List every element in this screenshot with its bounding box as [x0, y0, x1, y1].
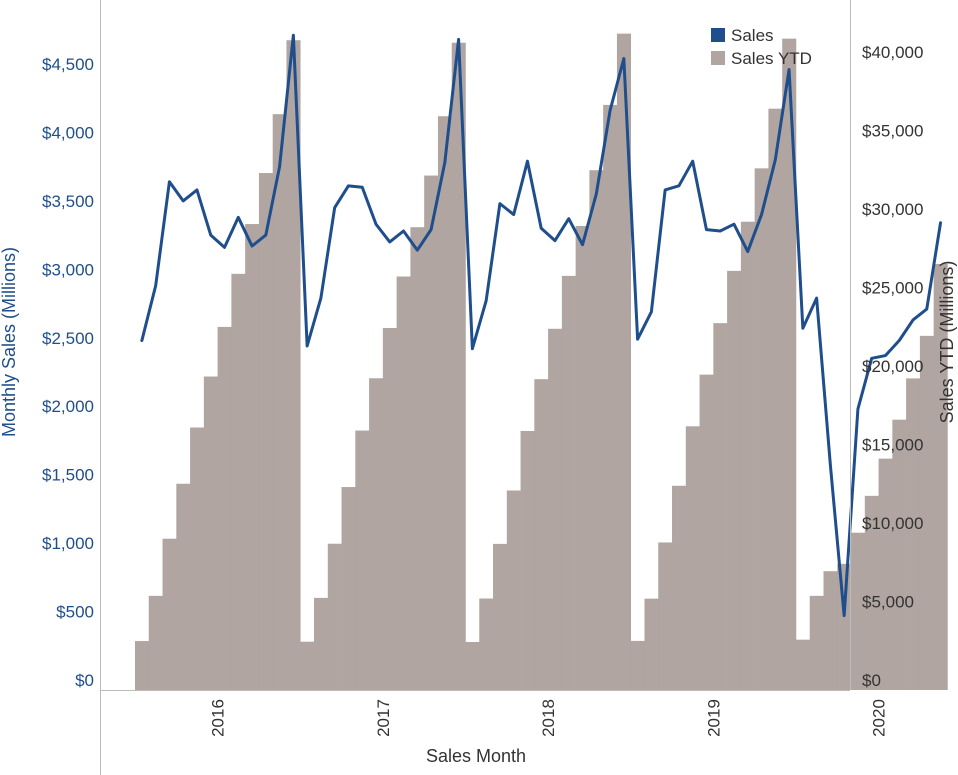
legend: Sales Sales YTD [711, 26, 812, 68]
sales-ytd-bar [616, 33, 632, 690]
y-left-tick-label: $1,500 [42, 466, 94, 485]
sales-ytd-bar [589, 170, 604, 691]
sales-ytd-bar [479, 598, 494, 690]
sales-ytd-bars [135, 33, 948, 691]
y-right-tick-label: $25,000 [862, 279, 923, 298]
sales-ytd-bar [341, 487, 356, 690]
sales-ytd-bar [754, 168, 769, 691]
y-left-tick-label: $3,000 [42, 260, 94, 279]
sales-ytd-bar [369, 378, 384, 690]
sales-ytd-bar [506, 490, 521, 690]
axes: $0 $500 $1,000 $1,500 $2,000 $2,500 $3,000 $3,5… [42, 0, 923, 775]
sales-ytd-bar [575, 225, 590, 690]
sales-ytd-bar [768, 108, 783, 691]
sales-ytd-bar [493, 543, 508, 690]
x-tick-label: 2018 [539, 699, 558, 737]
sales-ytd-bar [203, 376, 218, 690]
sales-ytd-bar [548, 328, 563, 690]
sales-ytd-bar [245, 224, 260, 690]
x-tick-label: 2019 [704, 699, 723, 737]
sales-ytd-bar [561, 275, 576, 690]
sales-ytd-bar [740, 221, 755, 690]
sales-ytd-bar [520, 431, 535, 690]
y-left-tick-label: $0 [75, 671, 94, 690]
y-right-tick-label: $20,000 [862, 357, 923, 376]
sales-ytd-bar [534, 379, 549, 690]
sales-ytd-bar [644, 598, 659, 690]
legend-swatch-sales-ytd [711, 51, 725, 65]
sales-ytd-bar [355, 430, 370, 690]
sales-ytd-bar [286, 40, 301, 691]
sales-ytd-bar [231, 273, 246, 690]
sales-ytd-bar [148, 595, 163, 690]
sales-ytd-bar [603, 104, 618, 690]
sales-ytd-bar [314, 597, 329, 690]
sales-ytd-bar [327, 543, 342, 690]
x-tick-label: 2017 [374, 699, 393, 737]
y-axis-right-label: Sales YTD (Millions) [937, 261, 957, 424]
sales-ytd-bar [176, 483, 191, 690]
sales-ytd-bar [823, 571, 838, 690]
sales-ytd-bar [699, 374, 714, 690]
sales-ytd-bar [837, 563, 852, 690]
legend-swatch-sales [711, 28, 725, 42]
sales-ytd-bar [465, 642, 480, 690]
y-left-tick-label: $4,500 [42, 55, 94, 74]
sales-ytd-bar [795, 639, 811, 690]
x-tick-label: 2016 [209, 699, 228, 737]
legend-label-sales: Sales [731, 26, 774, 45]
sales-ytd-bar [424, 175, 439, 690]
y-left-tick-label: $2,500 [42, 329, 94, 348]
sales-ytd-bar [906, 378, 921, 690]
sales-ytd-bar [451, 42, 466, 691]
y-left-tick-label: $4,000 [42, 123, 94, 142]
sales-ytd-bar [782, 38, 797, 691]
y-right-tick-label: $15,000 [862, 436, 923, 455]
sales-ytd-bar [713, 323, 728, 690]
sales-ytd-bar [217, 326, 232, 690]
sales-ytd-bar [162, 538, 177, 690]
sales-ytd-bar [919, 335, 934, 690]
sales-ytd-bar [685, 426, 700, 690]
sales-ytd-bar [437, 116, 453, 690]
sales-ytd-bar [630, 640, 645, 690]
sales-ytd-bar [864, 495, 879, 690]
y-right-tick-label: $30,000 [862, 200, 923, 219]
sales-ytd-bar [933, 263, 948, 690]
sales-ytd-bar [382, 328, 397, 690]
sales-ytd-bar [809, 595, 824, 690]
x-axis-label: Sales Month [426, 746, 526, 766]
y-left-tick-label: $500 [56, 603, 94, 622]
sales-ytd-bar [410, 227, 425, 690]
sales-ytd-bar [851, 532, 866, 690]
sales-ytd-bar [190, 427, 205, 690]
x-tick-label: 2020 [870, 699, 889, 737]
sales-ytd-bar [878, 458, 893, 690]
sales-ytd-bar [272, 114, 287, 691]
sales-ytd-bar [892, 419, 907, 690]
y-right-tick-label: $10,000 [862, 514, 923, 533]
sales-ytd-bar [727, 270, 742, 690]
sales-line [140, 33, 943, 618]
sales-ytd-bar [396, 276, 411, 690]
y-right-tick-label: $0 [862, 671, 881, 690]
sales-ytd-bar [135, 641, 150, 690]
y-left-tick-label: $2,000 [42, 397, 94, 416]
y-axis-left-label: Monthly Sales (Millions) [0, 247, 19, 437]
y-right-tick-label: $5,000 [862, 593, 914, 612]
sales-ytd-bar [258, 173, 273, 691]
y-left-tick-label: $3,500 [42, 192, 94, 211]
legend-label-sales-ytd: Sales YTD [731, 49, 812, 68]
sales-ytd-bar [658, 542, 673, 690]
sales-ytd-bar [300, 641, 315, 690]
sales-line-group [140, 33, 943, 618]
sales-ytd-bar [672, 485, 687, 690]
y-right-tick-label: $35,000 [862, 122, 923, 141]
y-left-tick-label: $1,000 [42, 534, 94, 553]
y-right-tick-label: $40,000 [862, 43, 923, 62]
